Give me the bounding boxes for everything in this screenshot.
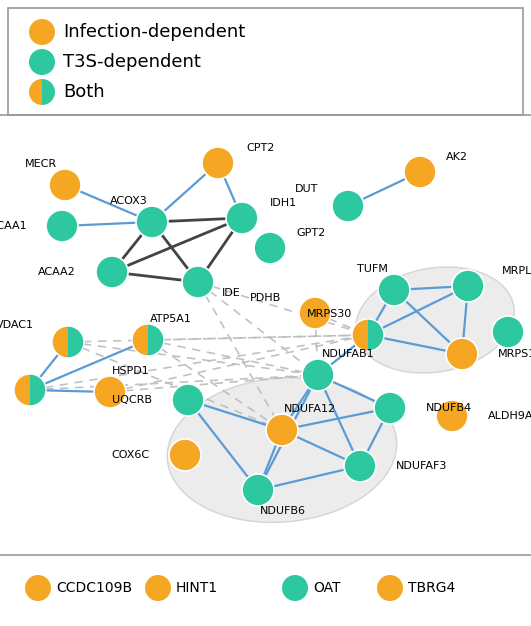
Circle shape (266, 414, 298, 446)
Circle shape (377, 575, 403, 601)
Circle shape (452, 270, 484, 302)
Circle shape (344, 450, 376, 482)
Text: ALDH9A1: ALDH9A1 (488, 411, 531, 421)
Text: Both: Both (63, 83, 105, 101)
Wedge shape (42, 79, 55, 105)
Text: ACAA2: ACAA2 (38, 267, 76, 277)
Circle shape (302, 359, 334, 391)
Circle shape (242, 474, 274, 506)
Circle shape (374, 392, 406, 424)
Text: MECR: MECR (25, 159, 57, 169)
Circle shape (46, 210, 78, 242)
Text: NDUFAF3: NDUFAF3 (396, 461, 448, 471)
Circle shape (145, 575, 171, 601)
Circle shape (94, 376, 126, 408)
Text: TUFM: TUFM (357, 264, 388, 274)
Bar (8, 8, 523, 115)
Circle shape (172, 384, 204, 416)
Text: NDUFB4: NDUFB4 (426, 403, 472, 413)
Circle shape (378, 274, 410, 306)
Text: NDUFB6: NDUFB6 (260, 506, 306, 516)
Wedge shape (29, 79, 42, 105)
Text: HINT1: HINT1 (176, 581, 218, 595)
Circle shape (492, 316, 524, 348)
Circle shape (436, 400, 468, 432)
Text: T3S-dependent: T3S-dependent (63, 53, 201, 71)
Circle shape (282, 575, 308, 601)
Ellipse shape (356, 267, 515, 373)
Circle shape (299, 297, 331, 329)
Text: TBRG4: TBRG4 (408, 581, 455, 595)
Circle shape (49, 169, 81, 201)
Ellipse shape (167, 377, 397, 523)
Circle shape (202, 147, 234, 179)
Text: ACOX3: ACOX3 (110, 196, 148, 206)
Text: UQCRB: UQCRB (112, 395, 152, 405)
Wedge shape (52, 326, 68, 358)
Text: MRPL49: MRPL49 (502, 266, 531, 276)
Circle shape (96, 256, 128, 288)
Wedge shape (14, 374, 30, 406)
Circle shape (29, 49, 55, 75)
Circle shape (182, 266, 214, 298)
Text: NDUFA12: NDUFA12 (284, 404, 336, 414)
Wedge shape (368, 319, 384, 351)
Text: COX6C: COX6C (111, 450, 149, 460)
Wedge shape (30, 374, 46, 406)
Circle shape (446, 338, 478, 370)
Circle shape (332, 190, 364, 222)
Text: IDH1: IDH1 (270, 198, 297, 208)
Text: VDAC1: VDAC1 (0, 320, 34, 330)
Text: GPT2: GPT2 (296, 228, 326, 238)
Text: HSPD1: HSPD1 (112, 366, 150, 376)
Text: AK2: AK2 (446, 152, 468, 162)
Text: NDUFAB1: NDUFAB1 (322, 349, 375, 359)
Text: PDHB: PDHB (250, 293, 281, 303)
Circle shape (169, 439, 201, 471)
Circle shape (25, 575, 51, 601)
Circle shape (136, 206, 168, 238)
Wedge shape (68, 326, 84, 358)
Text: Infection-dependent: Infection-dependent (63, 23, 245, 41)
Text: ACAA1: ACAA1 (0, 221, 28, 231)
Circle shape (29, 19, 55, 45)
Circle shape (254, 232, 286, 264)
Text: DUT: DUT (295, 184, 318, 194)
Text: MRPS18A: MRPS18A (498, 349, 531, 359)
Text: ATP5A1: ATP5A1 (150, 314, 192, 324)
Text: OAT: OAT (313, 581, 340, 595)
Wedge shape (148, 324, 164, 356)
Wedge shape (352, 319, 368, 351)
Text: CPT2: CPT2 (246, 143, 275, 153)
Text: IDE: IDE (222, 288, 241, 298)
Circle shape (404, 156, 436, 188)
Text: MRPS30: MRPS30 (307, 309, 352, 319)
Text: CCDC109B: CCDC109B (56, 581, 132, 595)
Circle shape (226, 202, 258, 234)
Wedge shape (132, 324, 148, 356)
